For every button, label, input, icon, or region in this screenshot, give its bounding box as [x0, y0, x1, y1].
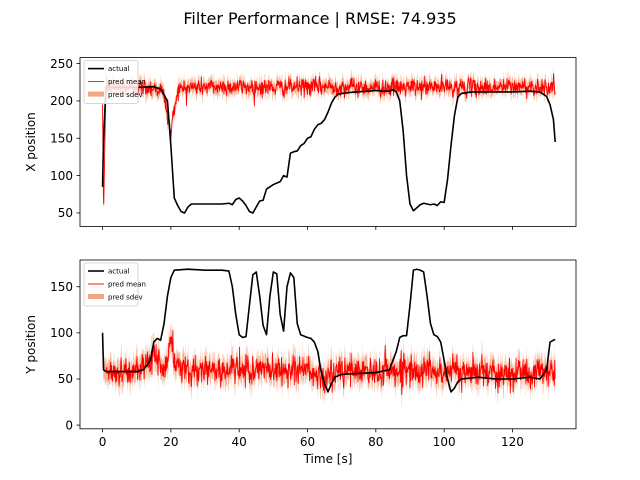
- y-tick-label: 100: [50, 169, 73, 183]
- y-tick-label: 50: [58, 372, 73, 386]
- x-tick-label: 20: [163, 435, 178, 449]
- y-tick-label: 200: [50, 94, 73, 108]
- y-tick-label: 150: [50, 131, 73, 145]
- x-tick-label: 0: [99, 435, 107, 449]
- y-axis-label: X position: [24, 112, 38, 172]
- x-position-panel: 50 100 150 200 250 X position actual pred mean p…: [24, 57, 577, 230]
- x-tick-label: 100: [433, 435, 456, 449]
- y-tick-label: 50: [58, 206, 73, 220]
- legend-label: pred mean: [108, 281, 146, 289]
- legend-label: pred sdev: [108, 294, 143, 302]
- x-tick-label: 40: [232, 435, 247, 449]
- x-tick-label: 80: [368, 435, 383, 449]
- axes-frame: [79, 57, 577, 227]
- legend-label: pred sdev: [108, 91, 143, 99]
- legend-label: actual: [108, 268, 130, 276]
- legend-pred-sdev-swatch: [88, 91, 104, 97]
- axes-frame: [79, 259, 577, 430]
- y-tick-label: 250: [50, 57, 73, 71]
- plot-area: [101, 268, 556, 411]
- legend-label: pred mean: [108, 78, 146, 86]
- x-tick-label: 120: [501, 435, 524, 449]
- y-tick-label: 0: [65, 418, 73, 432]
- pred-mean-line: [102, 73, 556, 205]
- figure-title: Filter Performance | RMSE: 74.935: [183, 9, 456, 28]
- y-tick-label: 100: [50, 326, 73, 340]
- legend-label: actual: [108, 65, 130, 73]
- pred-sdev-band: [102, 317, 556, 411]
- y-axis-label: Y position: [24, 315, 38, 375]
- legend: actual pred mean pred sdev: [83, 262, 146, 307]
- pred-mean-line: [102, 330, 556, 395]
- actual-line: [101, 268, 556, 393]
- actual-line: [101, 85, 556, 214]
- legend-pred-sdev-swatch: [88, 294, 104, 299]
- plot-area: [101, 67, 556, 214]
- legend: actual pred mean pred sdev: [83, 60, 146, 104]
- y-position-panel: 0 20 40 60 80 100 120 0 50 100 150 Y position Time […: [24, 259, 577, 466]
- y-tick-label: 150: [50, 280, 73, 294]
- x-tick-label: 60: [300, 435, 315, 449]
- x-axis-label: Time [s]: [303, 452, 353, 466]
